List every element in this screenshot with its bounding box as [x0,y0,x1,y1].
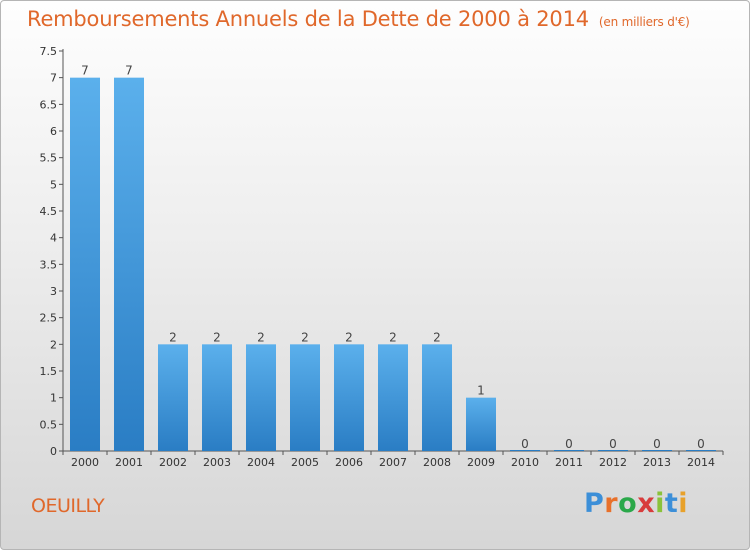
bar [70,77,100,452]
data-label: 0 [565,437,573,451]
x-tick-label: 2014 [687,456,715,469]
logo-letter: x [637,488,656,519]
y-tick-label: 6.5 [40,98,58,111]
bar [158,344,188,451]
x-tick-label: 2011 [555,456,583,469]
bar [598,450,628,451]
bar [510,450,540,451]
logo-letter: i [678,488,689,519]
x-tick-label: 2013 [643,456,671,469]
bar [422,344,452,451]
bar [246,344,276,451]
y-tick-label: 2.5 [40,312,58,325]
data-label: 2 [389,330,397,344]
y-tick-label: 6 [50,125,57,138]
y-tick-label: 5 [50,178,57,191]
x-tick-label: 2000 [71,456,99,469]
bar [378,344,408,451]
y-tick-label: 3.5 [40,258,58,271]
data-label: 2 [257,330,265,344]
town-name: OEUILLY [31,495,105,517]
y-tick-label: 1 [50,392,57,405]
y-tick-label: 7.5 [40,45,58,58]
logo-letter: i [655,488,665,519]
bar [554,450,584,451]
x-tick-label: 2012 [599,456,627,469]
data-label: 0 [653,437,661,451]
chart-title-text: Remboursements Annuels de la Dette de 20… [27,7,589,31]
bar [114,77,144,452]
data-label: 0 [609,437,617,451]
x-tick-label: 2002 [159,456,187,469]
data-label: 2 [169,330,177,344]
y-tick-label: 4 [50,232,57,245]
x-tick-label: 2003 [203,456,231,469]
x-tick-label: 2005 [291,456,319,469]
bar [686,450,716,451]
data-label: 0 [697,437,705,451]
logo-letter: P [584,488,605,519]
y-tick-label: 0 [50,445,57,458]
bar [334,344,364,451]
y-tick-label: 4.5 [40,205,58,218]
x-tick-label: 2007 [379,456,407,469]
data-label: 2 [433,330,441,344]
x-tick-label: 2010 [511,456,539,469]
y-tick-label: 0.5 [40,418,58,431]
y-tick-label: 7 [50,72,57,85]
x-tick-label: 2001 [115,456,143,469]
logo-letter: o [618,488,638,519]
logo-letter: t [664,488,679,519]
chart-title: Remboursements Annuels de la Dette de 20… [27,7,690,31]
logo-letter: r [604,488,619,519]
data-label: 2 [213,330,221,344]
y-tick-label: 5.5 [40,152,58,165]
bar [202,344,232,451]
data-label: 7 [125,64,133,78]
bar [642,450,672,451]
x-tick-label: 2004 [247,456,275,469]
data-label: 7 [81,64,89,78]
bar [466,397,496,451]
data-label: 1 [477,384,485,398]
data-label: 2 [301,330,309,344]
data-label: 0 [521,437,529,451]
x-tick-label: 2008 [423,456,451,469]
x-tick-label: 2006 [335,456,363,469]
y-tick-label: 3 [50,285,57,298]
x-tick-label: 2009 [467,456,495,469]
data-label: 2 [345,330,353,344]
chart-unit: (en milliers d'€) [598,15,690,29]
y-tick-label: 2 [50,338,57,351]
bar [290,344,320,451]
proxiti-logo[interactable]: Proxiti [584,488,688,519]
y-tick-label: 1.5 [40,365,58,378]
